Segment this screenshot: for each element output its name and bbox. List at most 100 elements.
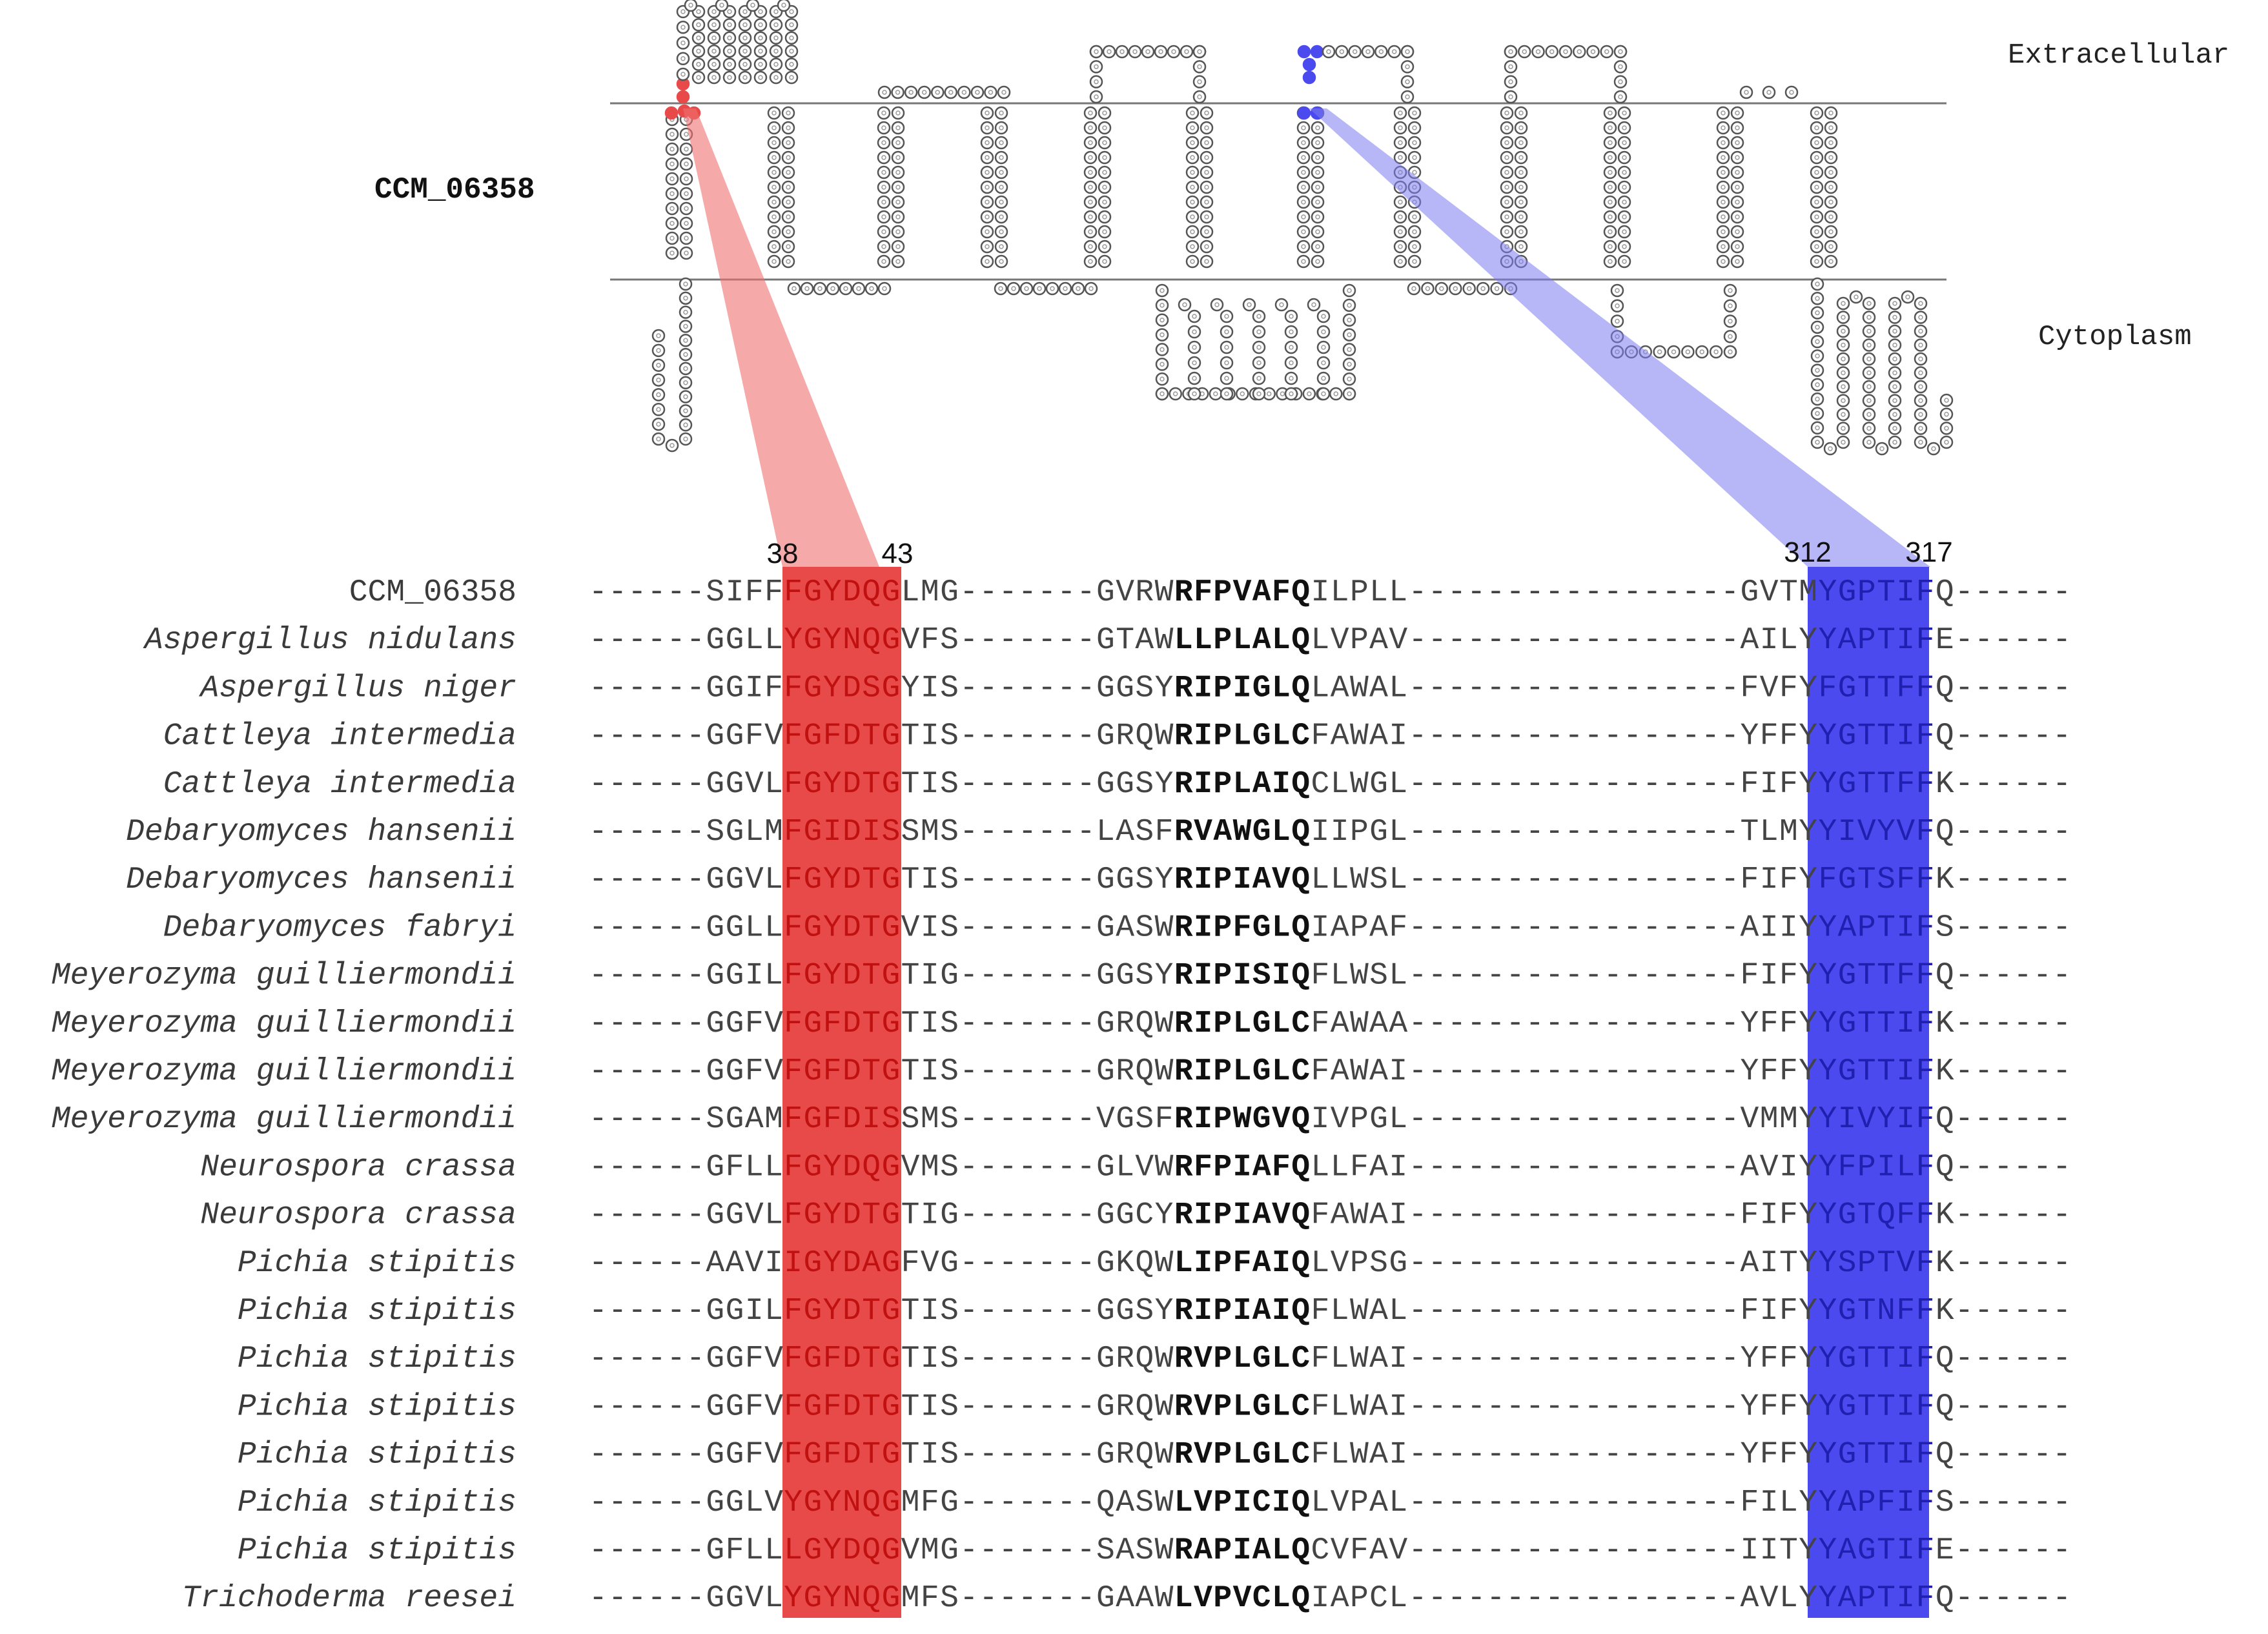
sequence-row: ------GGVLYGYNQGMFS-------GAAWLVPVCLQIAP… — [589, 1581, 2071, 1616]
residue-bead — [753, 31, 768, 45]
residue-bead-dot — [771, 140, 777, 145]
residue-bead-dot — [1398, 125, 1403, 130]
residue-bead — [877, 165, 891, 179]
residue-bead-dot — [1815, 440, 1820, 445]
residue-bead — [1083, 225, 1098, 239]
residue-bead-dot — [771, 185, 777, 190]
residue-bead-dot — [1145, 49, 1150, 54]
residue-bead — [1824, 180, 1838, 194]
residue-bead — [1545, 45, 1558, 59]
residue-bead-dot — [1590, 49, 1596, 54]
residue-bead — [1695, 345, 1709, 359]
residue-bead-dot — [1618, 94, 1623, 99]
residue-bead — [1810, 378, 1824, 392]
residue-bead-dot — [1622, 214, 1627, 220]
sequence-row: ------GGVLFGYDTGTIS-------GGSYRIPLAIQCLW… — [589, 767, 2071, 802]
sequence-segment-mid2: FAWAI-----------------FIFY — [1311, 1198, 1817, 1233]
residue-bead — [1311, 210, 1325, 224]
residue-bead — [1200, 121, 1214, 135]
residue-bead-dot — [727, 61, 732, 67]
residue-bead-dot — [985, 199, 990, 205]
sequence-segment-m2: YGTTIF — [1818, 1438, 1934, 1473]
residue-bead-dot — [669, 206, 675, 211]
sequence-row: ------SIFFFGYDQGLMG-------GVRWRFPVAFQILP… — [589, 575, 2071, 610]
sequence-row: ------GGFVFGFDTGTIS-------GRQWRIPLGLCFAW… — [589, 1054, 2071, 1089]
residue-bead — [715, 0, 729, 12]
residue-bead-dot — [1197, 64, 1202, 70]
residue-bead-dot — [1190, 170, 1195, 175]
residue-bead — [1810, 210, 1824, 224]
residue-bead — [1400, 45, 1415, 59]
residue-bead — [1084, 281, 1098, 296]
residue-bead-dot — [656, 377, 661, 383]
residue-bead — [864, 281, 879, 296]
residue-bead-dot — [1713, 349, 1719, 354]
sequence-segment-mid2: CVFAV-----------------IITY — [1311, 1533, 1817, 1568]
residue-bead-dot — [1412, 170, 1417, 175]
residue-bead — [1810, 106, 1824, 120]
sequence-segment-m2: YGTTIF — [1818, 1389, 1934, 1424]
residue-bead-dot — [1735, 170, 1740, 175]
sequence-segment-mid2: IVPGL-----------------VMMY — [1311, 1102, 1817, 1137]
residue-bead-dot — [1518, 214, 1524, 220]
residue-bead — [1901, 290, 1915, 304]
residue-bead-dot — [1814, 155, 1819, 160]
sequence-segment-pre: ------GGIF — [589, 671, 783, 706]
residue-bead-dot — [680, 72, 686, 77]
residue-bead-dot — [1391, 49, 1397, 54]
residue-bead — [1500, 121, 1514, 135]
residue-bead — [1862, 366, 1876, 380]
residue-bead — [1083, 240, 1098, 254]
sequence-row: ------GGLLYGYNQGVFS-------GTAWLLPLALQLVP… — [589, 623, 2071, 658]
residue-bead-dot — [1828, 185, 1834, 190]
residue-bead-dot — [786, 259, 791, 264]
residue-bead — [1617, 165, 1631, 179]
residue-bead — [1421, 281, 1435, 296]
residue-bead — [1187, 371, 1201, 385]
residue-bead-dot — [786, 125, 791, 130]
sequence-row: ------GGFVFGFDTGTIS-------GRQWRVPLGLCFLW… — [589, 1342, 2071, 1376]
sequence-segment-mid1: TIS-------GRQW — [901, 1389, 1174, 1424]
residue-bead — [877, 180, 891, 194]
residue-bead — [994, 254, 1008, 269]
residue-bead-dot — [1094, 64, 1099, 70]
residue-bead — [1730, 180, 1744, 194]
residue-bead-dot — [1815, 281, 1820, 287]
residue-bead — [1284, 356, 1298, 370]
residue-bead-dot — [1184, 49, 1189, 54]
residue-bead — [877, 240, 891, 254]
species-name: Trichoderma reesei — [182, 1581, 516, 1616]
residue-bead — [1836, 422, 1850, 435]
residue-bead-dot — [1224, 345, 1229, 350]
residue-bead-dot — [786, 140, 791, 145]
residue-bead — [1302, 70, 1316, 85]
residue-bead-dot — [1944, 398, 1949, 403]
residue-bead — [1342, 343, 1356, 356]
residue-bead — [1824, 106, 1838, 120]
residue-bead — [1393, 106, 1407, 120]
alignment-rows: CCM_06358 ------SIFFFGYDQGLMG-------GVRWR… — [52, 575, 2071, 1616]
residue-bead-dot — [1102, 125, 1107, 130]
residue-bead-dot — [1535, 49, 1541, 54]
residue-bead — [800, 281, 814, 296]
residue-bead-dot — [1412, 125, 1417, 130]
residue-bead — [1393, 240, 1407, 254]
residue-bead — [679, 277, 693, 291]
residue-bead-dot — [1453, 286, 1458, 291]
sequence-row: ------GGLLFGYDTGVIS-------GASWRIPFGLQIAP… — [589, 910, 2071, 945]
residue-bead-dot — [683, 394, 688, 400]
residue-bead — [1723, 283, 1737, 298]
residue-bead-dot — [1892, 425, 1897, 431]
residue-bead-dot — [1721, 125, 1726, 130]
residue-bead-dot — [1412, 229, 1417, 234]
residue-bead — [1296, 165, 1311, 179]
residue-bead-dot — [1315, 199, 1320, 205]
residue-bead-dot — [1315, 259, 1320, 264]
residue-bead-dot — [669, 221, 675, 226]
sequence-segment-bold: RIPIAIQ — [1174, 1294, 1310, 1329]
sequence-segment-pre: ------AAVI — [589, 1246, 783, 1281]
residue-bead — [679, 320, 693, 333]
residue-bead-dot — [1102, 214, 1107, 220]
residue-bead-dot — [881, 259, 886, 264]
residue-bead-dot — [1197, 79, 1202, 85]
